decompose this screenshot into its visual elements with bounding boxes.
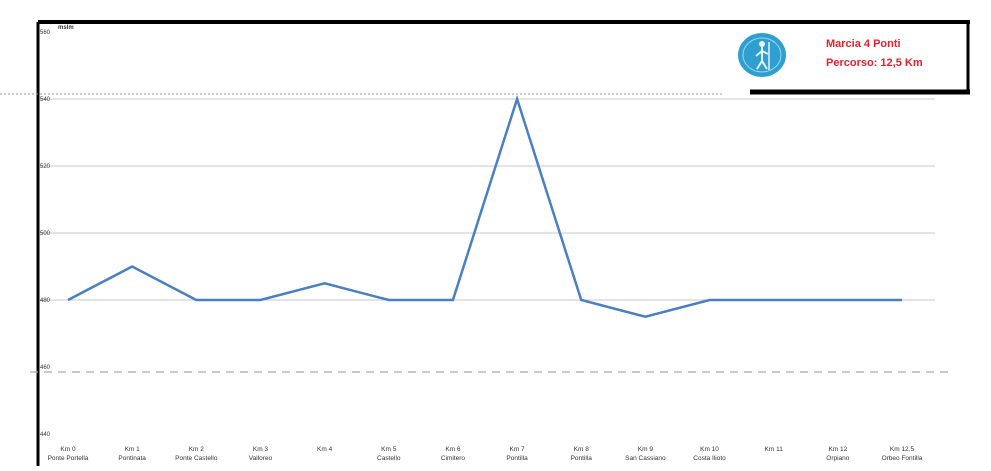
series-line [68, 99, 902, 317]
pilgrim-logo-icon [736, 30, 788, 80]
y-tick-layer: 440 460 480 500 520 540 560 [40, 30, 51, 438]
chart-title: Marcia 4 Ponti [826, 38, 901, 50]
y-unit-label: mslm [58, 25, 74, 31]
y-tick-label: 460 [40, 365, 51, 371]
chart-subtitle: Percorso: 12,5 Km [826, 57, 923, 69]
y-tick-label: 540 [40, 97, 51, 103]
chart-legend-box: Marcia 4 Ponti Percorso: 12,5 Km [722, 24, 970, 92]
x-tick-label: Km 11 [765, 446, 784, 453]
y-tick-label: 480 [40, 298, 51, 304]
x-tick-label: Km 4 [317, 446, 333, 453]
y-tick-label: 500 [40, 231, 51, 237]
y-tick-label: 560 [40, 30, 51, 36]
y-tick-label: 440 [40, 432, 51, 438]
series-layer [68, 99, 902, 317]
grid-layer [40, 99, 935, 300]
y-tick-label: 520 [40, 164, 51, 170]
